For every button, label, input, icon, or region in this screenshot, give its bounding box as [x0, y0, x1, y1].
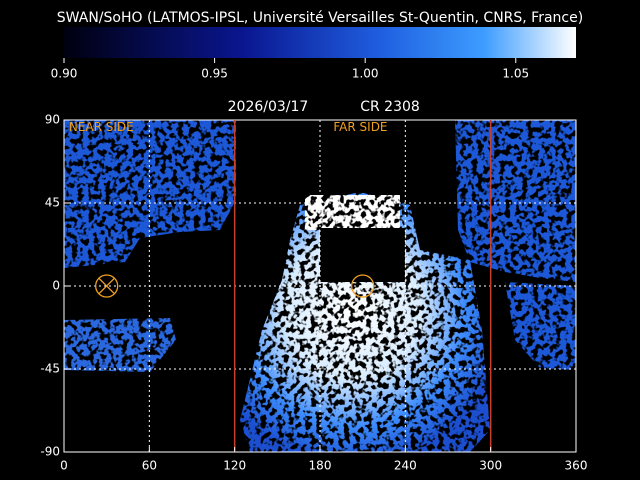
date: 2026/03/17: [228, 99, 309, 115]
title: SWAN/SoHO (LATMOS-IPSL, Université Versa…: [57, 10, 583, 26]
y-tick-label: -90: [40, 445, 60, 459]
x-tick-label: 0: [60, 459, 68, 473]
colorbar: [64, 27, 576, 58]
marker-cross: [98, 277, 115, 295]
marker: [351, 274, 375, 298]
colorbar-tick-label: 0.95: [201, 67, 228, 81]
colorbar-tick-label: 1.00: [352, 67, 379, 81]
x-tick-label: 120: [223, 459, 246, 473]
y-tick-label: 45: [45, 196, 60, 210]
x-tick-label: 360: [565, 459, 588, 473]
x-tick-label: 300: [479, 459, 502, 473]
x-tick-label: 180: [309, 459, 332, 473]
marker: [95, 274, 119, 298]
y-tick-label: 0: [52, 279, 60, 293]
annotation: NEAR SIDE: [69, 120, 134, 134]
rotation: CR 2308: [360, 99, 420, 115]
y-tick-label: -45: [40, 362, 60, 376]
colorbar-tick-label: 1.05: [502, 67, 529, 81]
x-tick-label: 60: [142, 459, 157, 473]
heatmap: [64, 120, 576, 452]
colorbar-tick-label: 0.90: [51, 67, 78, 81]
marker-circle: [95, 274, 119, 298]
y-tick-label: 90: [45, 113, 60, 127]
annotation: FAR SIDE: [333, 120, 387, 134]
marker-circle: [351, 274, 375, 298]
x-tick-label: 240: [394, 459, 417, 473]
data-gap: [320, 228, 405, 282]
